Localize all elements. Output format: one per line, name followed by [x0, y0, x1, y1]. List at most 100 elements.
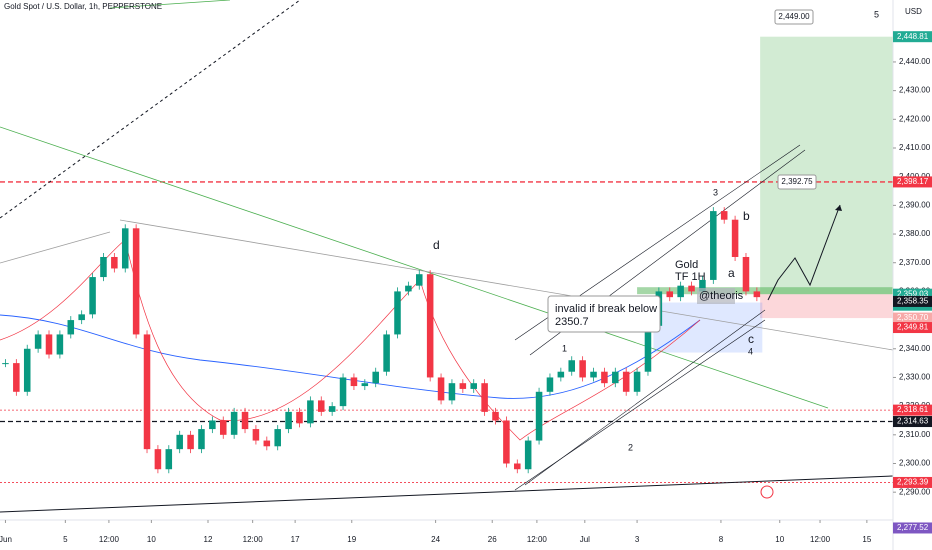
candle	[307, 400, 314, 424]
candle	[622, 371, 630, 392]
candle	[143, 334, 151, 450]
x-tick-label: 12:00	[527, 535, 548, 544]
candle	[209, 420, 216, 430]
candle	[742, 256, 750, 292]
price-label-text: 2,358.35	[897, 297, 929, 306]
candle	[688, 285, 695, 292]
x-tick-label: 10	[147, 535, 156, 544]
candle	[230, 411, 238, 435]
candle	[524, 440, 532, 470]
candle	[720, 211, 728, 220]
candle	[459, 383, 467, 389]
wave-label: 1	[562, 343, 567, 353]
callout	[774, 9, 814, 25]
candle	[187, 434, 194, 450]
price-label	[893, 322, 932, 334]
candle	[263, 440, 271, 447]
note-box	[547, 295, 661, 333]
candle	[296, 411, 303, 424]
candle	[317, 400, 325, 412]
candle	[383, 334, 390, 372]
candle	[350, 377, 358, 387]
x-tick-label: Jun	[0, 535, 12, 544]
x-tick-label: 15	[862, 535, 871, 544]
axis-bg	[893, 0, 932, 550]
candle	[285, 411, 292, 430]
price-label	[893, 522, 932, 534]
price-label	[893, 176, 932, 188]
candle	[710, 211, 717, 280]
candle	[198, 429, 205, 450]
price-label-text: 2,398.17	[897, 177, 929, 186]
x-tick-label: 17	[291, 535, 300, 544]
price-label-text: 2,277.52	[897, 523, 929, 532]
candle	[2, 363, 9, 365]
entry-band	[637, 287, 893, 295]
candle	[514, 463, 521, 470]
author-bg	[697, 288, 735, 304]
candle	[67, 320, 75, 335]
y-tick-label: 2,390.00	[899, 200, 931, 209]
candle	[492, 411, 499, 421]
y-tick-label: 2,420.00	[899, 114, 931, 123]
price-label	[893, 404, 932, 416]
candle	[274, 429, 281, 447]
candle	[89, 277, 96, 315]
x-tick-label: 24	[431, 535, 440, 544]
candle	[557, 371, 565, 378]
candle	[416, 274, 423, 286]
y-tick-label: 2,300.00	[899, 459, 931, 468]
x-tick-label: 19	[347, 535, 356, 544]
candle	[426, 274, 434, 378]
candle	[405, 285, 412, 292]
price-label	[893, 416, 932, 428]
annotation: 2,392.75	[781, 177, 813, 186]
candle	[612, 371, 619, 384]
wave-label: c	[748, 332, 754, 346]
candle	[165, 449, 173, 470]
price-label-text: 2,349.81	[897, 323, 929, 332]
candle	[535, 391, 543, 441]
candle	[437, 377, 445, 401]
candle	[154, 449, 162, 470]
candle	[644, 325, 652, 372]
candle	[470, 383, 477, 389]
price-label-text: 2,293.39	[897, 478, 929, 487]
candle	[34, 334, 42, 349]
candle	[45, 334, 53, 355]
y-tick-label: 2,290.00	[899, 487, 931, 496]
candle	[219, 420, 227, 435]
box-zone	[653, 302, 763, 353]
price-label	[893, 295, 932, 307]
candle	[579, 360, 586, 378]
candle	[23, 348, 31, 392]
y-tick-label: 2,340.00	[899, 344, 931, 353]
y-tick-label: 2,310.00	[899, 430, 931, 439]
x-tick-label: 10	[775, 535, 784, 544]
x-tick-label: Jul	[580, 535, 590, 544]
candle	[590, 371, 597, 378]
price-label-text: 2,350.70	[897, 313, 929, 322]
annotation: 2,449.00	[778, 12, 810, 21]
candle	[601, 371, 608, 384]
candle	[176, 434, 183, 450]
candle	[252, 429, 260, 441]
candle	[328, 406, 336, 412]
currency: USD	[905, 7, 922, 16]
y-tick-label: 2,380.00	[899, 229, 931, 238]
y-tick-label: 2,410.00	[899, 143, 931, 152]
wave-label: d	[433, 238, 440, 252]
y-tick-label: 2,330.00	[899, 373, 931, 382]
y-tick-label: 2,440.00	[899, 57, 931, 66]
candle	[372, 371, 379, 384]
callout	[777, 174, 817, 190]
candle	[699, 279, 706, 292]
event-icon[interactable]	[760, 485, 774, 499]
price-label-text: 2,448.81	[897, 32, 929, 41]
price-label	[893, 476, 932, 488]
x-tick-label: 8	[719, 535, 724, 544]
x-tick-label: 12:00	[243, 535, 264, 544]
note: 2350.7	[555, 316, 589, 328]
